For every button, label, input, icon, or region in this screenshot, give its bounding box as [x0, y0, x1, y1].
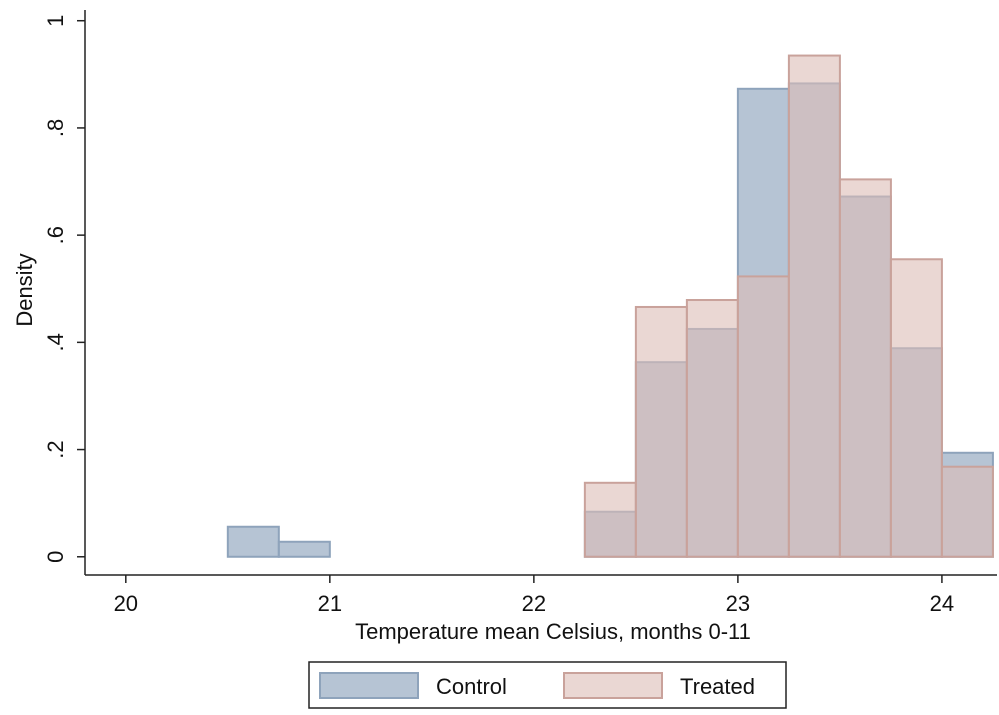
y-tick-label: .4 [43, 333, 68, 351]
legend-label: Control [436, 674, 507, 699]
plot-area: 0 .2 .4 .6 .8 1 20 21 22 23 24 Control Treated [43, 10, 997, 699]
histogram-bar [226, 525, 280, 558]
x-tick-label: 21 [318, 591, 342, 616]
histogram-bar [838, 178, 892, 558]
histogram-bar [736, 275, 790, 558]
y-tick-label: .2 [43, 440, 68, 458]
x-tick-label: 22 [522, 591, 546, 616]
y-tick-label: 0 [43, 551, 68, 563]
histogram-bar [277, 540, 331, 558]
histogram-bar [889, 258, 943, 558]
legend-box [308, 661, 787, 709]
histogram-bar [940, 465, 994, 558]
legend-swatch [563, 672, 663, 699]
histogram-bar [685, 299, 739, 558]
histogram-bar [634, 305, 688, 558]
histogram-bar [583, 481, 637, 558]
x-tick-label: 23 [726, 591, 750, 616]
legend-label: Treated [680, 674, 755, 699]
histogram-bar [787, 54, 841, 558]
y-tick-label: 1 [43, 15, 68, 27]
x-tick-label: 20 [114, 591, 138, 616]
x-axis-title: Temperature mean Celsius, months 0-11 [355, 619, 751, 644]
y-axis-title: Density [12, 253, 37, 326]
y-tick-label: .6 [43, 226, 68, 244]
x-tick-label: 24 [930, 591, 954, 616]
y-tick-label: .8 [43, 119, 68, 137]
legend-swatch [319, 672, 419, 699]
